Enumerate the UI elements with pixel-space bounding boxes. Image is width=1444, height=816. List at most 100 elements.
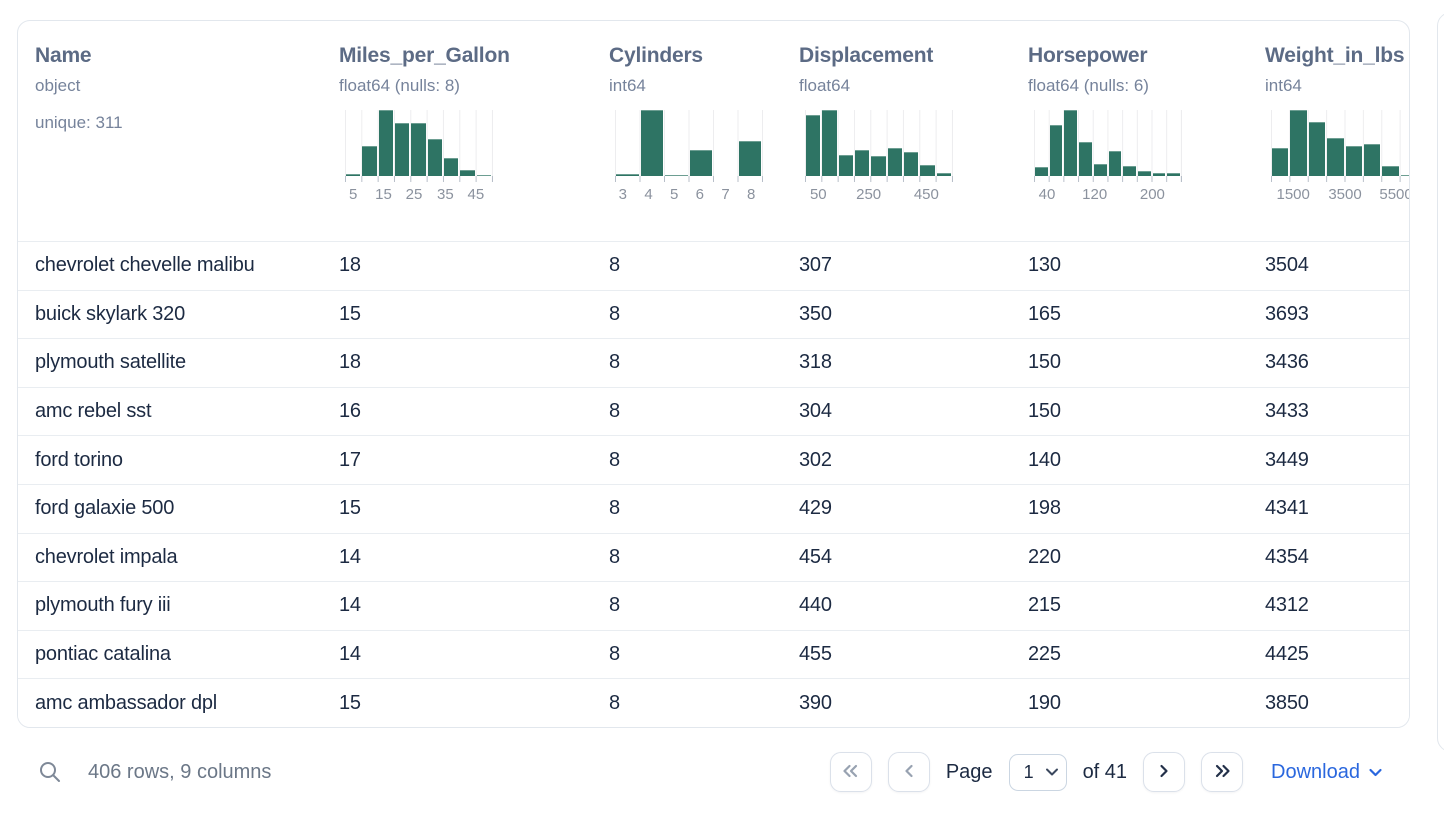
table-cell-horsepower: 198 [1028,497,1061,520]
table-row[interactable]: ford galaxie 500 15 8 429 198 4341 [18,484,1409,534]
histogram-bar [1308,121,1326,176]
histogram-bar [1167,173,1181,176]
table-cell-miles_per_gallon: 18 [339,351,361,374]
column-header-horsepower[interactable]: Horsepower float64 (nulls: 6) 40 120 200 [1028,21,1265,241]
histogram-tick-label: 50 [809,186,827,203]
table-cell-weight_in_lbs: 3850 [1265,692,1309,715]
table-cell-weight_in_lbs: 3504 [1265,254,1309,277]
column-name: Horsepower [1028,44,1148,67]
column-header-name[interactable]: Name object unique: 311 [35,21,339,241]
table-cell-miles_per_gallon: 18 [339,254,361,277]
column-header-weight_in_lbs[interactable]: Weight_in_lbs int64 1500 3500 5500 [1265,21,1409,241]
column-header-cylinders[interactable]: Cylinders int64 3 4 5 6 7 8 [609,21,799,241]
column-dtype: object [35,76,81,95]
histogram-bar [640,110,663,176]
histogram-bar [1064,110,1078,176]
table-row[interactable]: plymouth satellite 18 8 318 150 3436 [18,339,1409,388]
histogram-bar [871,156,886,176]
histogram-axis-labels: 40 120 200 [1034,186,1182,206]
histogram-bar [806,115,821,176]
histogram-bars [805,110,953,176]
histogram-tick-label: 6 [695,186,704,203]
table-cell-displacement: 455 [799,643,832,666]
table-cell-name: amc ambassador dpl [35,692,218,715]
table-cell-miles_per_gallon: 14 [339,545,361,568]
histogram-bar [1123,166,1136,176]
histogram-bar [1137,171,1151,176]
table-row[interactable]: buick skylark 320 15 8 350 165 3693 [18,290,1409,340]
histogram-bin [713,110,738,176]
histogram-bar [443,158,459,176]
table-cell-cylinders: 8 [609,497,620,520]
column-name: Cylinders [609,44,703,67]
table-row[interactable]: amc rebel sst 16 8 304 150 3433 [18,387,1409,437]
table-cell-cylinders: 8 [609,351,620,374]
histogram-tick-label: 450 [913,186,939,203]
last-page-button[interactable] [1201,752,1244,792]
page-label: Page [945,760,993,783]
table-cell-displacement: 454 [799,545,832,568]
histogram-tick-label: 7 [721,186,730,203]
histogram-bar [838,154,853,176]
table-cell-name: ford galaxie 500 [35,497,175,520]
histogram-axis-ticks [1034,176,1182,182]
column-header-displacement[interactable]: Displacement float64 50 250 450 [799,21,1028,241]
page-select[interactable]: 1 [1008,753,1067,791]
column-name: Displacement [799,44,934,67]
histogram-bar [616,174,639,176]
histogram-bar [920,164,935,176]
histogram-bar [887,147,902,176]
table-cell-name: pontiac catalina [35,643,171,666]
histogram-bin [805,110,821,176]
column-header-miles_per_gallon[interactable]: Miles_per_Gallon float64 (nulls: 8) 5 15 25 3… [339,21,609,241]
column-histogram: 50 250 450 [805,110,953,206]
histogram-tick-label: 35 [437,186,454,203]
table-cell-horsepower: 220 [1028,545,1061,568]
first-page-button[interactable] [829,752,872,792]
histogram-bin [345,110,361,176]
histogram-tick-label: 8 [746,186,756,203]
column-name: Weight_in_lbs [1265,44,1405,67]
histogram-tick-label: 250 [856,186,882,203]
histogram-bin [410,110,426,176]
histogram-bin [1363,110,1381,176]
table-row[interactable]: chevrolet chevelle malibu 18 8 307 130 3504 [18,242,1409,291]
histogram-bin [1034,110,1049,176]
table-cell-cylinders: 8 [609,643,620,666]
table-cell-horsepower: 130 [1028,254,1061,277]
histogram-tick-label: 45 [467,186,485,203]
histogram-bin [459,110,475,176]
table-cell-displacement: 429 [799,497,832,520]
table-cell-miles_per_gallon: 15 [339,302,361,325]
histogram-bin [1308,110,1326,176]
next-page-button[interactable] [1143,752,1186,792]
table-cell-cylinders: 8 [609,594,620,617]
table-cell-weight_in_lbs: 3436 [1265,351,1309,374]
histogram-bin [1152,110,1167,176]
row-count-summary: 406 rows, 9 columns [88,760,272,783]
histogram-bin [1289,110,1307,176]
prev-page-button[interactable] [887,752,930,792]
table-cell-cylinders: 8 [609,254,620,277]
histogram-bars [1271,110,1409,176]
histogram-bar [1079,141,1092,176]
chevron-right-icon [1156,763,1172,782]
column-histogram: 40 120 200 [1034,110,1182,206]
histogram-bar [1327,137,1344,176]
search-icon[interactable] [38,760,62,784]
histogram-bars [615,110,763,176]
histogram-tick-label: 5 [348,186,358,203]
table-row[interactable]: ford torino 17 8 302 140 3449 [18,436,1409,485]
chevron-left-icon [901,763,917,782]
download-link[interactable]: Download [1271,761,1383,784]
table-cell-horsepower: 150 [1028,400,1061,423]
table-cell-displacement: 390 [799,692,832,715]
histogram-bin [1326,110,1344,176]
histogram-bin [443,110,459,176]
table-row[interactable]: pontiac catalina 14 8 455 225 4425 [18,630,1409,680]
table-row[interactable]: plymouth fury iii 14 8 440 215 4312 [18,582,1409,631]
table-row[interactable]: chevrolet impala 14 8 454 220 4354 [18,533,1409,583]
page-total-label: of 41 [1082,760,1128,783]
table-row[interactable]: amc ambassador dpl 15 8 390 190 3850 [18,679,1409,727]
table-cell-miles_per_gallon: 15 [339,497,361,520]
